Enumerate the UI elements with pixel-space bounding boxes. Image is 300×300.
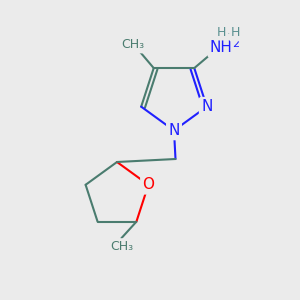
Text: –: – xyxy=(227,28,233,38)
Text: CH₃: CH₃ xyxy=(110,240,133,253)
Text: 2: 2 xyxy=(232,39,239,49)
Text: O: O xyxy=(142,177,154,192)
Text: H: H xyxy=(217,26,226,39)
Text: NH: NH xyxy=(210,40,233,56)
Text: N: N xyxy=(168,123,180,138)
Text: H: H xyxy=(231,26,240,40)
Text: CH₃: CH₃ xyxy=(121,38,144,52)
Text: N: N xyxy=(201,99,212,114)
